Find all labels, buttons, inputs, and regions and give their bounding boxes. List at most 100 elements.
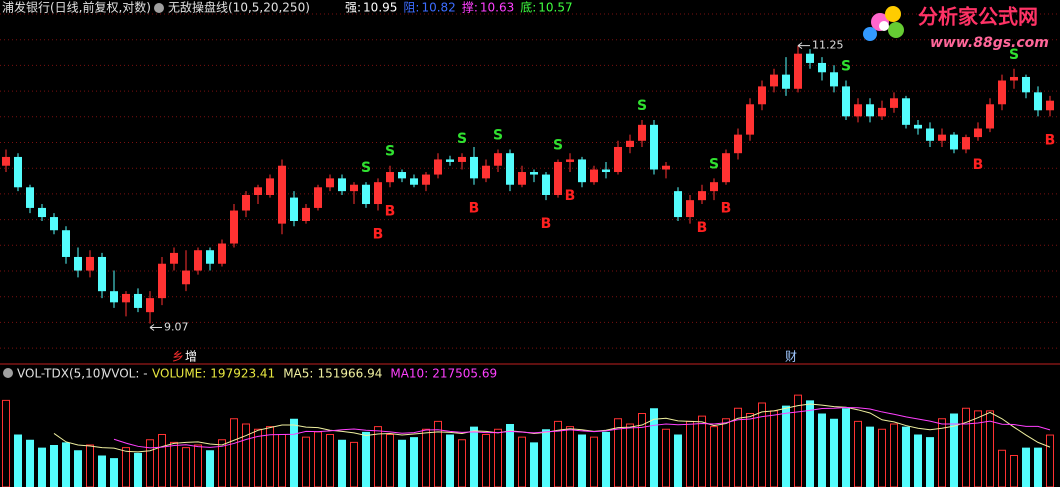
volume-bar — [998, 449, 1006, 487]
candle-body — [98, 256, 106, 292]
candle-body — [902, 98, 910, 125]
volume-bar — [614, 418, 622, 487]
buy-signal: B — [469, 201, 480, 217]
levels: 强: 10.95 阻: 10.82 撑: 10.63 底: 10.57 — [345, 0, 573, 15]
volume-bar — [1022, 447, 1030, 487]
candle-body — [314, 187, 322, 208]
candle-body — [2, 156, 10, 166]
sell-signal: S — [457, 131, 467, 147]
candle-body — [362, 184, 370, 205]
volume-bar — [506, 424, 514, 487]
volume-bar — [230, 418, 238, 487]
ma-line — [113, 406, 1051, 449]
volume-bar — [842, 408, 850, 487]
candle-body — [638, 124, 646, 141]
candle-body — [206, 250, 214, 264]
volume-bar — [386, 434, 394, 487]
volume-bar — [602, 431, 610, 487]
candle-body — [14, 156, 22, 188]
volume-bar — [422, 428, 430, 487]
candle-body — [998, 80, 1006, 105]
volume-bar — [290, 418, 298, 487]
volume-bar — [266, 426, 274, 487]
level-label: 撑: — [462, 0, 478, 15]
volume-bar — [326, 434, 334, 487]
sell-signal: S — [1009, 47, 1019, 63]
candle-body — [86, 256, 94, 271]
volume-bar — [806, 400, 814, 487]
candle-body — [686, 200, 694, 218]
candle-body — [1010, 76, 1018, 81]
volume-header-value: 151966.94 — [317, 367, 382, 381]
buy-signal: B — [721, 201, 732, 217]
sell-signal: S — [493, 127, 503, 143]
candle-body — [266, 178, 274, 195]
candle-body — [842, 86, 850, 117]
volume-bar — [110, 458, 118, 487]
volume-bar — [566, 426, 574, 487]
buy-signal: B — [565, 188, 576, 204]
candle-body — [890, 98, 898, 108]
candle-body — [158, 263, 166, 299]
volume-bar — [170, 441, 178, 487]
volume-bar — [446, 434, 454, 487]
sell-signal: S — [841, 58, 851, 74]
candle-body — [806, 53, 814, 63]
candle-body — [830, 72, 838, 87]
candle-body — [1034, 92, 1042, 111]
volume-bar — [686, 420, 694, 487]
buy-signal: B — [973, 157, 984, 173]
volume-bar — [302, 436, 310, 487]
volume-bar — [770, 410, 778, 487]
candle-body — [974, 128, 982, 138]
candle-body — [182, 270, 190, 285]
volume-bar — [2, 399, 10, 487]
volume-bar — [158, 434, 166, 487]
volume-bar — [26, 439, 34, 487]
high-label: 11.25 — [812, 39, 844, 52]
volume-bar — [674, 434, 682, 487]
candle-body — [62, 230, 70, 257]
volume-header-value: 197923.41 — [210, 367, 275, 381]
candle-body — [698, 191, 706, 201]
volume-bar — [902, 426, 910, 487]
volume-bar — [818, 413, 826, 487]
candle-body — [770, 74, 778, 87]
candle-body — [938, 134, 946, 141]
volume-bar — [362, 431, 370, 487]
candle-body — [746, 104, 754, 135]
candle-body — [122, 293, 130, 303]
candle-body — [794, 53, 802, 89]
candle-body — [710, 182, 718, 192]
volume-title: VOL-TDX(5,10) — [17, 367, 105, 381]
candle-body — [986, 104, 994, 129]
candle-body — [674, 191, 682, 218]
buy-signal: B — [541, 216, 552, 232]
volume-bar — [86, 444, 94, 487]
volume-bar — [314, 431, 322, 487]
candle-body — [110, 291, 118, 303]
volume-bar — [782, 405, 790, 487]
logo-title: 分析家公式网 — [918, 5, 1038, 29]
high-arrow — [797, 42, 810, 50]
buy-signal: B — [385, 203, 396, 219]
volume-bar — [458, 439, 466, 487]
volume-bar — [794, 394, 802, 487]
candle-body — [626, 140, 634, 147]
volume-bar — [374, 426, 382, 487]
candle-body — [326, 178, 334, 188]
volume-bar — [98, 455, 106, 487]
logo-url: www.88gs.com — [930, 35, 1049, 51]
volume-bar — [878, 428, 886, 487]
volume-bar — [1010, 455, 1018, 487]
volume-bar — [410, 437, 418, 487]
candle-body — [446, 159, 454, 162]
candle-body — [74, 256, 82, 271]
chart-title: 浦发银行(日线,前复权,对数) — [2, 0, 151, 15]
volume-bar — [398, 439, 406, 487]
candle-body — [26, 187, 34, 208]
volume-header-label: MA10: — [390, 367, 428, 381]
candle-body — [818, 62, 826, 73]
candle-body — [650, 124, 658, 170]
sell-signal: S — [385, 144, 395, 160]
